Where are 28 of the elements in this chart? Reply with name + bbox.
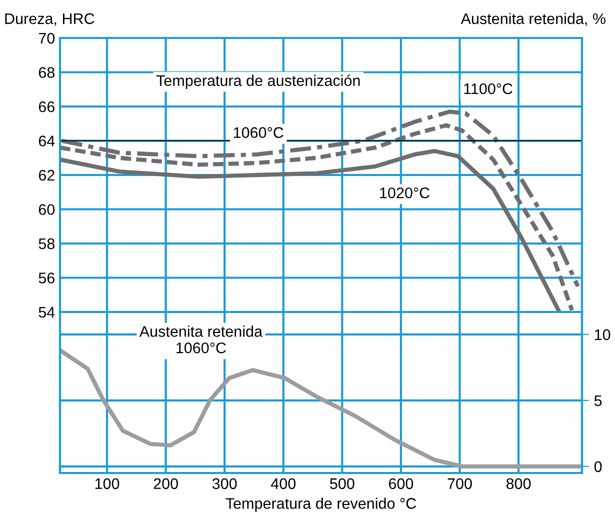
annotation: 1100°C [464,83,512,94]
y2-tick-label: 0 [594,461,602,472]
y-tick-label: 66 [38,101,54,112]
annotation: 1060°C [234,127,284,138]
y-tick-label: 58 [38,238,54,250]
x-tick-label: 700 [448,478,472,490]
x-tick-label: 200 [154,478,178,490]
x-tick-label: 400 [270,478,296,490]
x-tick-label: 600 [388,478,414,490]
y2-tick-label: 10 [594,329,610,340]
annotation: Temperatura de austenización [156,74,360,90]
y-tick-label: 56 [38,272,54,284]
y-tick-label: 70 [38,32,55,44]
y-tick-label: 62 [38,170,54,181]
x-tick-label: 300 [212,478,237,490]
x-tick-label: 500 [330,478,354,490]
y-tick-label: 54 [38,307,55,318]
y-tick-label: 64 [38,136,55,146]
x-tick-label: 800 [506,478,531,490]
y-tick-label: 68 [38,67,54,78]
annotation: Austenita retenida 1060°C [139,326,263,354]
x-tick-label: 100 [95,478,120,490]
y-axis-title: Dureza, HRC [5,13,94,26]
y2-tick-label: 5 [594,395,602,406]
annotation: 1020°C [380,187,430,198]
y2-axis-title: Austenita retenida, % [460,12,606,26]
x-axis-title: Temperatura de revenido °C [226,498,416,512]
y-tick-label: 60 [38,204,55,215]
